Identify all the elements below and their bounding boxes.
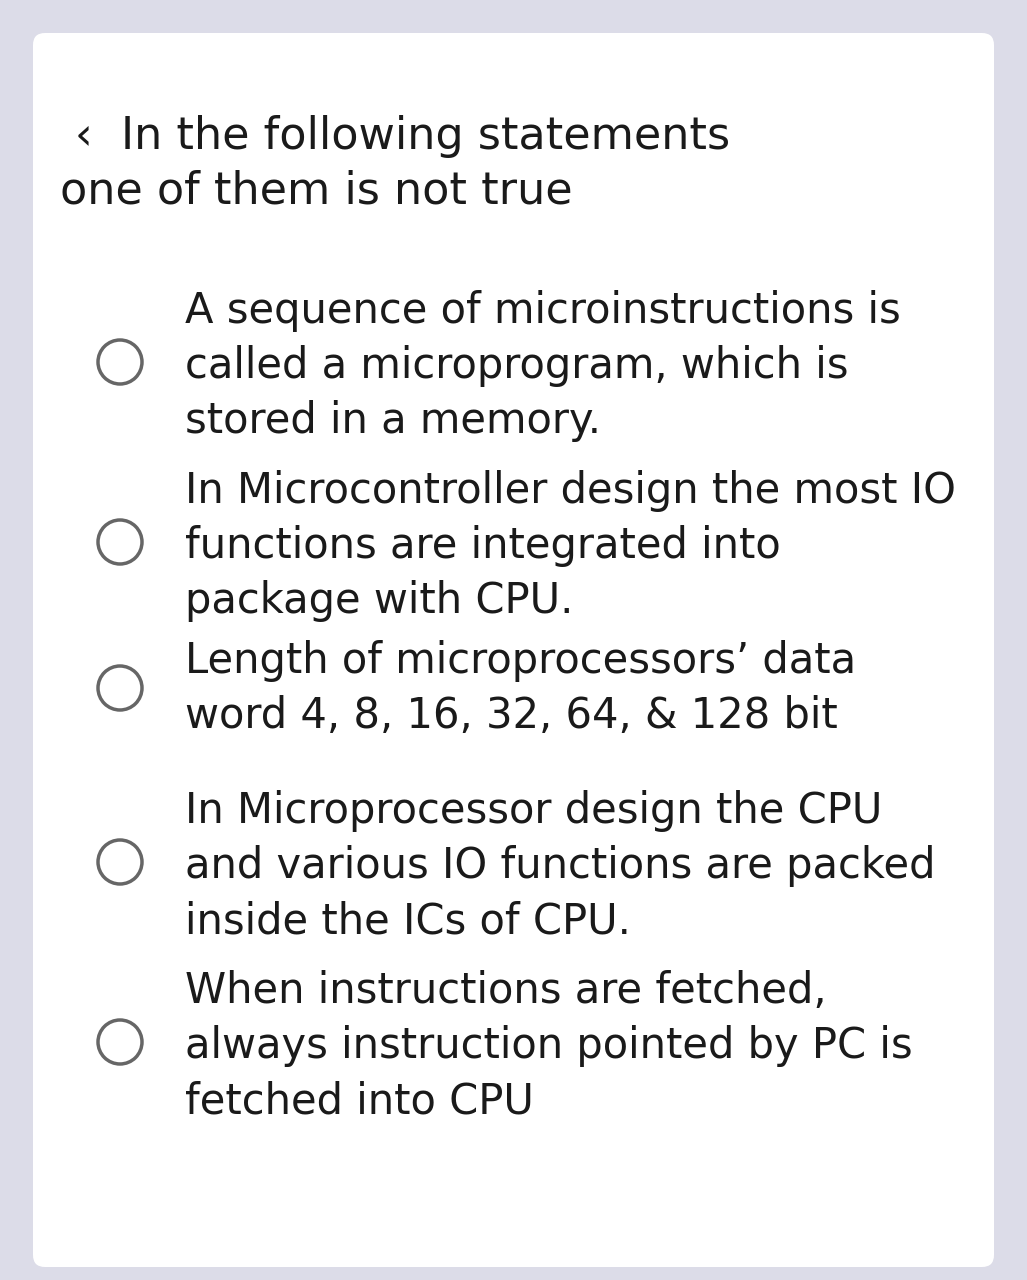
Text: Length of microprocessors’ data
word 4, 8, 16, 32, 64, & 128 bit: Length of microprocessors’ data word 4, … — [185, 640, 857, 737]
Text: one of them is not true: one of them is not true — [60, 170, 573, 212]
Text: ‹  In the following statements: ‹ In the following statements — [75, 115, 730, 157]
Text: When instructions are fetched,
always instruction pointed by PC is
fetched into : When instructions are fetched, always in… — [185, 970, 913, 1123]
Text: A sequence of microinstructions is
called a microprogram, which is
stored in a m: A sequence of microinstructions is calle… — [185, 291, 901, 443]
Text: In Microcontroller design the most IO
functions are integrated into
package with: In Microcontroller design the most IO fu… — [185, 470, 956, 622]
FancyBboxPatch shape — [33, 33, 994, 1267]
Text: In Microprocessor design the CPU
and various IO functions are packed
inside the : In Microprocessor design the CPU and var… — [185, 790, 936, 942]
